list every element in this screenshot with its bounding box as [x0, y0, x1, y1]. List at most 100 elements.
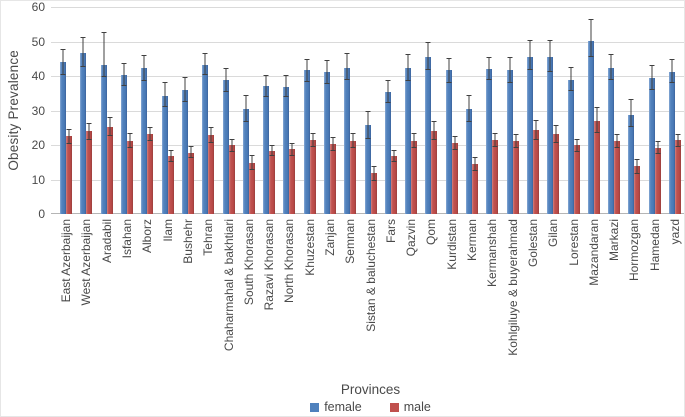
bar-group — [117, 7, 137, 214]
x-category-label: Semnan — [343, 219, 358, 264]
error-bar-line — [509, 57, 511, 83]
error-bar — [492, 132, 499, 148]
bar-group — [563, 7, 583, 214]
male-bar — [390, 150, 397, 214]
error-bar-cap — [649, 64, 655, 66]
female-bar — [628, 98, 635, 214]
bar-group — [462, 7, 482, 214]
error-bar-line — [657, 141, 659, 155]
error-bar — [445, 57, 452, 83]
error-bar-cap — [162, 81, 168, 83]
male-bar — [187, 146, 194, 214]
error-bar-cap — [649, 88, 655, 90]
male-bar — [593, 107, 600, 214]
x-category-cell: Khuzestan — [300, 218, 320, 381]
error-bar-line — [184, 76, 186, 102]
error-bar-cap — [229, 139, 235, 141]
error-bar-cap — [188, 146, 194, 148]
female-bar — [648, 64, 655, 214]
error-bar-line — [555, 125, 557, 143]
error-bar-line — [210, 127, 212, 143]
male-bar — [675, 133, 682, 214]
legend: female male — [56, 400, 684, 414]
error-bar-cap — [466, 95, 472, 97]
bar-group — [482, 7, 502, 214]
error-bar-line — [346, 53, 348, 81]
x-category-cell: South Khorasan — [239, 218, 259, 381]
error-bar-cap — [350, 133, 356, 135]
male-bar — [66, 128, 73, 214]
error-bar-line — [68, 128, 70, 144]
error-bar-cap — [330, 150, 336, 152]
error-bar-cap — [431, 120, 437, 122]
error-bar-line — [474, 157, 476, 172]
error-bar — [512, 133, 519, 149]
y-tick-label: 40 — [31, 69, 45, 83]
error-bar-cap — [533, 138, 539, 140]
error-bar — [526, 40, 533, 71]
error-bar-cap — [655, 153, 661, 155]
bar-group — [76, 7, 96, 214]
error-bar-line — [306, 59, 308, 82]
x-category-label: Kerman — [465, 219, 480, 262]
error-bar-cap — [107, 134, 113, 136]
error-bar-cap — [466, 120, 472, 122]
male-bar — [614, 133, 621, 214]
x-category-cell: Hamedan — [645, 218, 665, 381]
male-bar — [573, 138, 580, 214]
error-bar-cap — [513, 133, 519, 135]
male-bar — [532, 120, 539, 214]
error-bar-cap — [492, 132, 498, 134]
male-bar — [86, 122, 93, 214]
error-bar-cap — [588, 18, 594, 20]
error-bar — [289, 142, 296, 156]
error-bar-line — [488, 57, 490, 81]
error-bar — [248, 155, 255, 171]
bar-group — [178, 7, 198, 214]
error-bar — [411, 133, 418, 149]
error-bar-line — [393, 150, 395, 163]
error-bar — [269, 145, 276, 157]
error-bar-cap — [202, 53, 208, 55]
error-bar-cap — [283, 96, 289, 98]
error-bar-cap — [533, 120, 539, 122]
bar-group — [381, 7, 401, 214]
female-bar — [486, 57, 493, 214]
error-bar-cap — [243, 121, 249, 123]
x-category-label: Golestan — [525, 219, 540, 268]
y-tick-label: 0 — [38, 207, 45, 221]
error-bar-cap — [594, 107, 600, 109]
x-category-cell: Qazvin — [401, 218, 421, 381]
error-bar — [86, 122, 93, 140]
bar-group — [340, 7, 360, 214]
error-bar-line — [671, 59, 673, 83]
error-bar-line — [549, 40, 551, 72]
error-bar-cap — [60, 73, 66, 75]
bar-group — [360, 7, 380, 214]
error-bar-cap — [243, 95, 249, 97]
female-bar — [405, 53, 412, 214]
error-bar — [161, 81, 168, 108]
error-bar-line — [590, 18, 592, 58]
error-bar-cap — [101, 32, 107, 34]
error-bar-cap — [182, 100, 188, 102]
error-bar-line — [373, 165, 375, 181]
x-category-cell: North Khorasan — [279, 218, 299, 381]
error-bar-cap — [263, 75, 269, 77]
error-bar-cap — [634, 172, 640, 174]
error-bar-cap — [371, 165, 377, 167]
error-bar-line — [651, 64, 653, 90]
x-category-cell: Gilan — [543, 218, 563, 381]
error-bar-cap — [223, 68, 229, 70]
male-bar — [654, 141, 661, 214]
error-bar-cap — [507, 81, 513, 83]
plot-area — [51, 7, 684, 214]
x-category-cell: Kermanshah — [482, 218, 502, 381]
error-bar-line — [616, 133, 618, 149]
female-bar — [324, 60, 330, 214]
error-bar — [167, 149, 174, 162]
x-category-label: Razavi Khorasan — [262, 219, 277, 311]
x-category-cell: Kerman — [462, 218, 482, 381]
error-bar-cap — [344, 53, 350, 55]
error-bar-cap — [431, 139, 437, 141]
